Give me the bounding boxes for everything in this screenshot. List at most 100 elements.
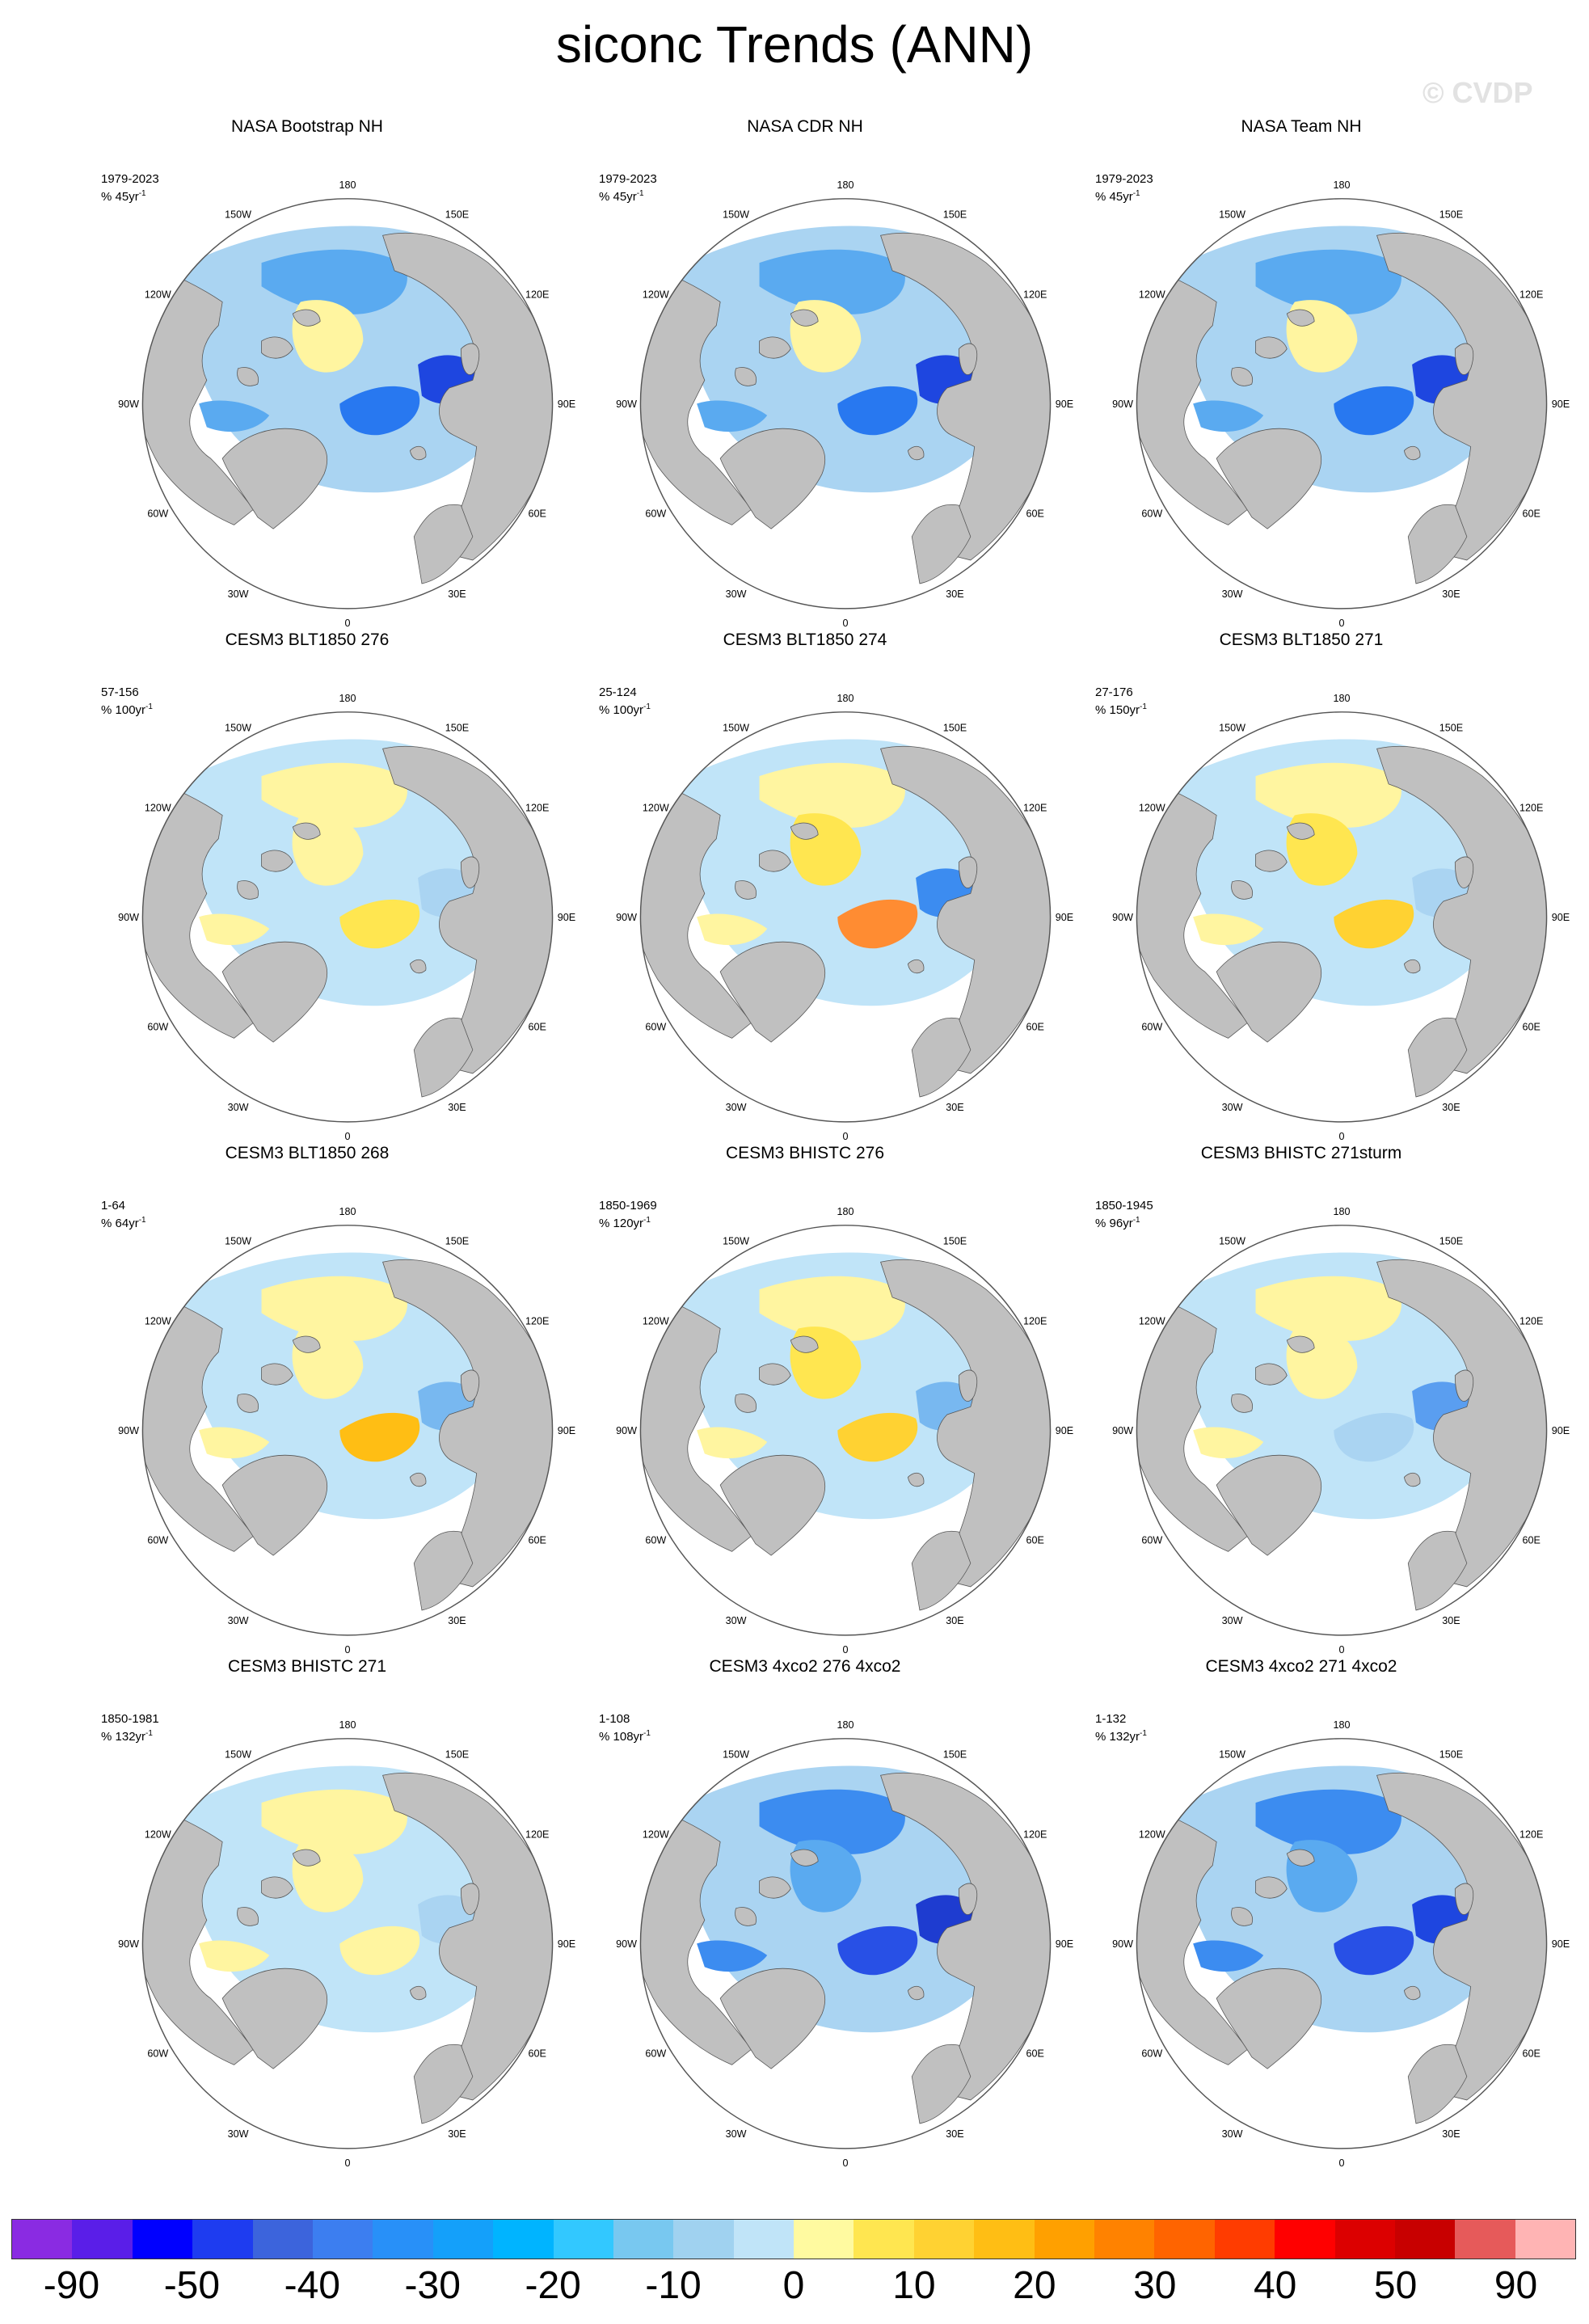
longitude-label: 150W (723, 209, 749, 221)
longitude-label: 60W (147, 508, 168, 520)
longitude-label: 120E (1519, 803, 1543, 814)
colorbar-swatch (312, 2220, 373, 2259)
land-mass (237, 367, 259, 386)
land-mass (958, 343, 978, 375)
longitude-label: 120E (1519, 1829, 1543, 1841)
longitude-label: 60W (1141, 2048, 1162, 2060)
land-mass (1231, 1907, 1254, 1926)
land-mass (1255, 1363, 1288, 1386)
land-mass (221, 941, 327, 1043)
panel-title: NASA Bootstrap NH (231, 117, 383, 136)
land-mass (413, 2044, 474, 2124)
longitude-label: 90W (118, 1425, 139, 1436)
map-panel: NASA Team NH 180 150E 120E 90E 60E 30E 0 30W 60W 9… (1043, 117, 1570, 631)
longitude-label: 180 (339, 1719, 356, 1731)
panel-title: CESM3 BHISTC 271sturm (1200, 1144, 1402, 1162)
land-mass (1136, 1289, 1249, 1552)
map-boundary (1136, 1738, 1548, 2149)
panel-info: 1979-2023 % 45yr-1 (599, 172, 657, 205)
land-mass (880, 746, 1051, 1074)
land-mass (221, 1454, 327, 1556)
longitude-label: 0 (1339, 618, 1345, 629)
panel-title: CESM3 BHISTC 271 (227, 1657, 387, 1676)
longitude-label: 30W (1222, 588, 1243, 600)
longitude-label: 30E (946, 1102, 963, 1113)
land-mass (1404, 445, 1421, 461)
colorbar-label: -90 (43, 2264, 100, 2307)
land-mass (237, 880, 259, 900)
colorbar-label: -30 (404, 2264, 461, 2307)
longitude-label: 60E (1026, 508, 1043, 520)
trend-region (1193, 1427, 1264, 1459)
land-mass (142, 1289, 255, 1552)
polar-map: 180 150E 120E 90E 60E 30E 0 30W 60W 90W 120W 150W (118, 693, 575, 1142)
longitude-label: 30E (448, 2128, 466, 2140)
map-boundary (639, 1225, 1052, 1636)
land-mass (640, 775, 752, 1039)
land-mass (460, 1369, 480, 1402)
longitude-label: 0 (345, 1131, 351, 1142)
longitude-label: 180 (1334, 1206, 1351, 1217)
panel-info: 1979-2023 % 45yr-1 (101, 172, 159, 205)
longitude-label: 60W (147, 2048, 168, 2060)
map-panel: CESM3 BLT1850 274 180 150E 120E 90E 60E 30E 0 30… (546, 631, 1073, 1144)
land-mass (719, 428, 825, 529)
land-mass (261, 1363, 293, 1386)
colorbar-swatch (1214, 2220, 1275, 2259)
panel-title: CESM3 4xco2 271 4xco2 (1205, 1657, 1397, 1676)
longitude-label: 150E (445, 723, 469, 734)
longitude-label: 60W (1141, 1022, 1162, 1033)
land-mass (1407, 2044, 1468, 2124)
longitude-label: 90E (1552, 1425, 1570, 1436)
longitude-label: 60E (528, 2048, 546, 2060)
land-mass (911, 504, 972, 584)
longitude-label: 120W (643, 803, 669, 814)
land-mass (1231, 1394, 1254, 1413)
units-exponent: -1 (145, 702, 153, 711)
map-boundary (141, 1225, 554, 1636)
panel-info: 1850-1969 % 120yr-1 (599, 1199, 657, 1231)
longitude-label: 60E (1026, 2048, 1043, 2060)
colorbar-swatch (1034, 2220, 1095, 2259)
longitude-label: 60E (528, 1022, 546, 1033)
trend-region (837, 1925, 918, 1976)
longitude-label: 60E (528, 1535, 546, 1546)
longitude-label: 0 (843, 1644, 849, 1655)
longitude-label: 30E (946, 588, 963, 600)
land-mass (292, 309, 321, 327)
land-mass (1454, 1369, 1474, 1402)
colorbar-swatch (673, 2220, 734, 2259)
trend-region (697, 1940, 768, 1972)
panel-title: CESM3 BLT1850 271 (1219, 631, 1384, 649)
trend-region (1255, 249, 1401, 314)
longitude-label: 30E (1442, 2128, 1460, 2140)
panel-title: CESM3 BLT1850 274 (723, 631, 887, 649)
units-label: % 96yr-1 (1095, 1216, 1140, 1230)
land-mass (1255, 336, 1288, 359)
panel-title: NASA Team NH (1241, 117, 1362, 136)
longitude-label: 120E (525, 1316, 549, 1327)
land-mass (413, 1530, 474, 1611)
land-mass (719, 1454, 825, 1556)
land-mass (908, 959, 925, 974)
land-mass (413, 1017, 474, 1098)
panel-info: 57-156 % 100yr-1 (101, 685, 153, 718)
units-label: % 64yr-1 (101, 1216, 146, 1230)
longitude-label: 120W (1139, 289, 1165, 301)
longitude-label: 90W (118, 1938, 139, 1950)
land-mass (413, 504, 474, 584)
longitude-label: 150E (943, 1749, 967, 1761)
longitude-label: 30W (228, 1102, 249, 1113)
land-mass (1231, 880, 1254, 900)
land-mass (735, 1907, 757, 1926)
trend-region (199, 400, 270, 432)
trend-region (261, 762, 407, 828)
longitude-label: 150E (943, 1236, 967, 1247)
longitude-label: 120W (145, 803, 171, 814)
land-mass (1136, 775, 1249, 1039)
land-mass (237, 1907, 259, 1926)
map-boundary (639, 198, 1052, 609)
land-mass (790, 309, 819, 327)
land-mass (640, 1802, 752, 2065)
land-mass (410, 445, 427, 461)
